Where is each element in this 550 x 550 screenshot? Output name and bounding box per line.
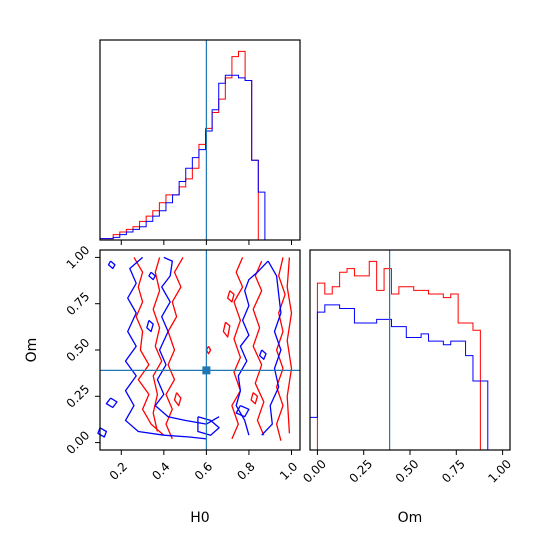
hist-om-steps	[309, 260, 489, 451]
contour-blue-4	[197, 416, 220, 436]
contour-blue-0	[124, 256, 207, 440]
contour-red-9	[222, 321, 231, 338]
hist-om-ticks: 0.00 0.25 0.50 0.75 1.00	[300, 450, 514, 486]
contour-ytick-label-3: 0.75	[64, 289, 93, 318]
hist-om-xtick-label-2: 0.50	[393, 457, 422, 486]
contour-ytick-label-4: 1.00	[64, 243, 93, 272]
hist-om-xtick-label-4: 1.00	[485, 457, 514, 486]
x-axis-label-om: Om	[398, 510, 423, 526]
contour-xtick-label-1: 0.4	[149, 459, 172, 482]
contour-blue-7	[146, 319, 154, 333]
contour-blue-8	[105, 397, 118, 409]
contour-blue-9	[97, 427, 108, 438]
contour-ticks: 0.2 0.4 0.6 0.8 1.0 0.00 0.25 0.50 0.75 1.00	[64, 243, 301, 483]
contour-lines	[97, 256, 293, 441]
hist-h0-steps	[99, 50, 266, 241]
panel-contour-h0-om: 0.2 0.4 0.6 0.8 1.0 0.00 0.25 0.50 0.75 1.00 H0 O…	[24, 243, 301, 526]
contour-xtick-label-0: 0.2	[107, 459, 130, 482]
contour-blue-2	[235, 260, 269, 436]
hist-om-xtick-label-3: 0.75	[439, 457, 468, 486]
contour-red-8	[250, 392, 259, 405]
frame-contour	[99, 249, 301, 451]
hist-series-blue	[99, 74, 266, 240]
contour-blue-5	[107, 260, 116, 270]
hist-series-blue	[309, 304, 489, 450]
panel-hist-om: 0.00 0.25 0.50 0.75 1.00 Om	[300, 249, 514, 526]
x-axis-label-h0: H0	[190, 510, 209, 526]
contour-blue-6	[148, 271, 156, 281]
contour-red-3	[231, 257, 244, 440]
contour-red-1	[165, 257, 184, 440]
contour-red-5	[275, 257, 286, 441]
panel-hist-h0	[99, 39, 301, 245]
contour-xtick-label-2: 0.6	[192, 459, 215, 482]
hist-om-xtick-label-0: 0.00	[300, 457, 329, 486]
contour-blue-3	[261, 260, 282, 436]
contour-blue-1	[154, 256, 220, 425]
truth-marker	[202, 366, 211, 375]
contour-red-7	[227, 290, 235, 303]
contour-red-10	[205, 345, 212, 355]
frame-hist-h0	[99, 39, 301, 241]
contour-blue-11	[258, 349, 267, 360]
contour-ytick-label-2: 0.50	[64, 336, 93, 365]
contour-ytick-label-0: 0.00	[64, 428, 93, 457]
contour-xtick-label-3: 0.8	[234, 459, 257, 482]
contour-red-0	[133, 257, 165, 436]
contour-red-11	[173, 392, 182, 407]
hist-om-xtick-label-1: 0.25	[346, 457, 375, 486]
contour-red-2	[152, 257, 163, 432]
hist-h0-ticks	[120, 240, 292, 245]
contour-ytick-label-1: 0.25	[64, 382, 93, 411]
hist-series-red	[310, 260, 488, 451]
hist-series-red	[99, 50, 265, 241]
contour-red-6	[286, 257, 293, 434]
y-axis-label-om: Om	[24, 338, 40, 363]
contour-red-4	[252, 260, 265, 436]
contour-blue-10	[235, 405, 250, 418]
contour-xtick-label-4: 1.0	[277, 459, 300, 482]
